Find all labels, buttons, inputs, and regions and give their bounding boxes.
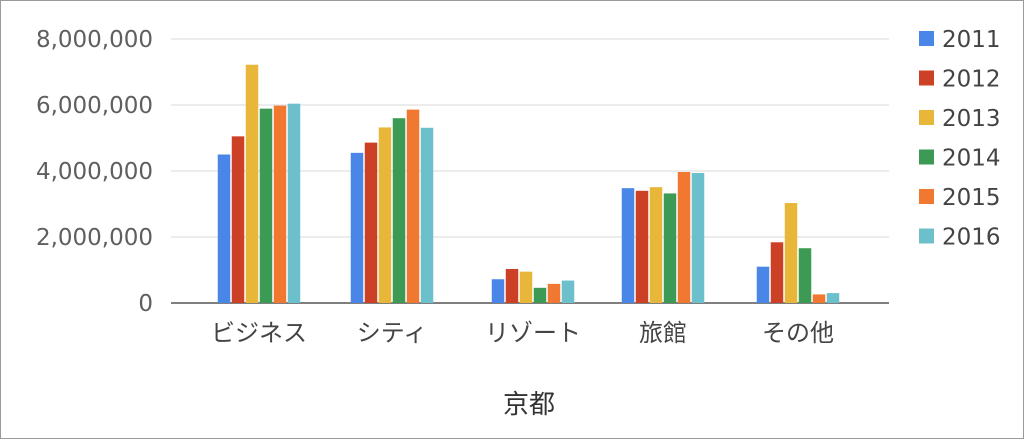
legend-label: 2016 [942, 225, 1001, 251]
bar [621, 188, 635, 303]
bar [245, 64, 259, 303]
y-tick-label: 4,000,000 [36, 159, 153, 185]
bar [519, 271, 533, 303]
bar [505, 269, 519, 303]
legend-swatch [919, 70, 934, 86]
legend-swatch [919, 110, 934, 125]
bar [364, 142, 378, 303]
y-axis-ticks: 0 2,000,000 4,000,000 6,000,000 8,000,000 [36, 27, 153, 317]
bar [392, 118, 406, 303]
legend-swatch [919, 189, 934, 204]
legend-swatch [919, 149, 934, 165]
bar [287, 103, 301, 304]
bar [378, 127, 392, 303]
bars [217, 64, 840, 304]
bar [350, 152, 364, 303]
bar [798, 248, 812, 303]
y-tick-label: 2,000,000 [36, 225, 153, 251]
legend-swatch [919, 228, 934, 244]
bar [259, 108, 273, 303]
legend-item: 2012 [919, 67, 1001, 93]
legend-label: 2011 [942, 27, 1001, 53]
legend: 2011 2012 2013 2014 2015 2016 [919, 27, 1001, 251]
x-tick-label: シティ [357, 319, 428, 347]
x-tick-label: 旅館 [639, 319, 687, 347]
legend-label: 2014 [942, 146, 1001, 172]
legend-item: 2013 [919, 106, 1001, 132]
bar [406, 109, 420, 304]
x-axis-title: 京都 [503, 390, 555, 420]
bar [561, 280, 575, 303]
legend-item: 2015 [919, 185, 1001, 211]
bar [663, 193, 677, 303]
y-tick-label: 8,000,000 [36, 27, 153, 53]
bar [635, 190, 649, 303]
x-tick-label: その他 [762, 319, 834, 347]
bar [691, 172, 705, 303]
bar [533, 287, 547, 303]
legend-label: 2013 [942, 106, 1001, 132]
bar [770, 242, 784, 303]
bar [677, 171, 691, 303]
bar [420, 127, 434, 304]
bar [812, 294, 826, 303]
x-axis-ticks: ビジネス シティ リゾート 旅館 その他 [211, 319, 834, 347]
bar [756, 266, 770, 303]
bar [784, 203, 798, 303]
bar [826, 293, 840, 303]
y-tick-label: 6,000,000 [36, 93, 153, 119]
legend-label: 2015 [942, 185, 1001, 211]
legend-item: 2016 [919, 225, 1001, 251]
bar [547, 283, 561, 303]
bar [217, 154, 231, 303]
legend-swatch [919, 31, 934, 46]
bar [273, 105, 287, 303]
bar [491, 279, 505, 303]
x-tick-label: ビジネス [211, 319, 307, 347]
x-tick-label: リゾート [485, 319, 581, 347]
legend-item: 2011 [919, 27, 1001, 53]
bar [231, 136, 245, 303]
y-tick-label: 0 [138, 291, 153, 317]
legend-item: 2014 [919, 146, 1001, 172]
bar [649, 187, 663, 303]
legend-label: 2012 [942, 67, 1001, 93]
